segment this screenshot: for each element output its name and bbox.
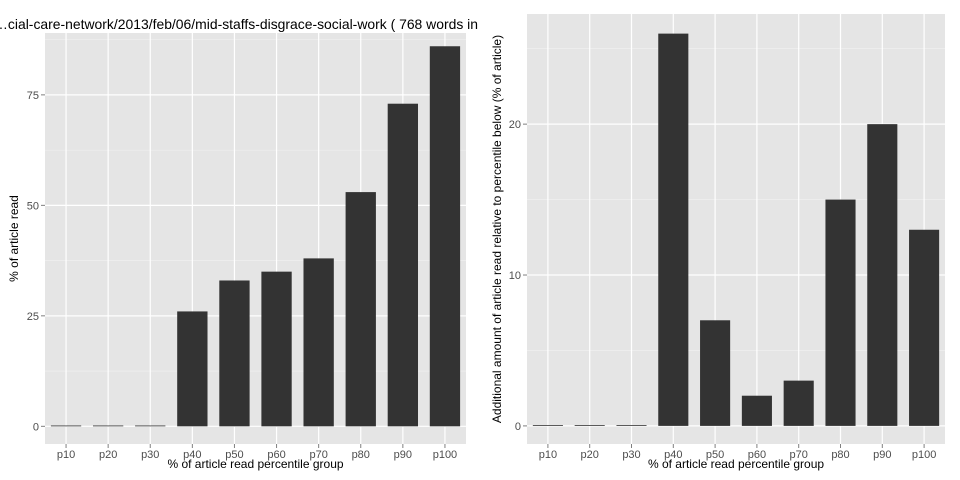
y-tick-label: 75 <box>27 90 39 102</box>
bar-p10 <box>50 425 82 427</box>
x-tick-label: p40 <box>664 449 682 461</box>
chart-panel-2: 0 10 20 p10 p20 p30 p40 p50 p60 p70 p80 p90 p100 % of… <box>490 14 945 471</box>
bar-p100 <box>429 46 461 427</box>
bar-p20 <box>574 425 605 426</box>
bar-p50 <box>700 320 731 426</box>
y-axis-title: Additional amount of article read relati… <box>490 35 504 423</box>
x-tick-label: p10 <box>539 449 557 461</box>
bar-p80 <box>825 199 856 426</box>
bar-p30 <box>135 425 166 427</box>
y-tick-label: 0 <box>515 421 521 433</box>
x-tick-label: p20 <box>581 449 599 461</box>
x-tick-label: p80 <box>352 449 370 461</box>
x-tick-label: p50 <box>225 449 243 461</box>
x-tick-label: p10 <box>57 449 75 461</box>
x-tick-label: p90 <box>394 449 412 461</box>
bar-p70 <box>783 380 814 426</box>
bar-p20 <box>92 425 124 427</box>
y-tick-label: 10 <box>509 270 521 282</box>
bar-p10 <box>532 425 563 426</box>
x-axis-title: % of article read percentile group <box>167 457 343 471</box>
chart-panel-1: 0 25 50 75 p10 p20 p30 p40 p50 p60 p70 p80 p90 p100 % … <box>0 16 478 471</box>
x-tick-label: p30 <box>622 449 640 461</box>
y-tick-label: 50 <box>27 200 39 212</box>
x-tick-label: p60 <box>267 449 285 461</box>
bar-p60 <box>741 395 772 426</box>
x-tick-label: p100 <box>433 449 457 461</box>
bar-p70 <box>303 258 334 427</box>
x-axis-title: % of article read percentile group <box>648 457 824 471</box>
bar-p60 <box>261 271 292 427</box>
bar-p30 <box>616 425 647 426</box>
y-axis-title: % of article read <box>7 195 21 282</box>
bar-p80 <box>345 192 376 427</box>
bar-p40 <box>658 33 689 426</box>
x-tick-label: p60 <box>748 449 766 461</box>
bar-p50 <box>219 280 250 427</box>
x-tick-label: p30 <box>141 449 159 461</box>
x-tick-label: p90 <box>873 449 891 461</box>
x-tick-label: p20 <box>99 449 117 461</box>
bar-p40 <box>177 311 208 427</box>
y-tick-label: 0 <box>33 421 39 433</box>
bar-p100 <box>909 229 940 426</box>
y-tick-label: 25 <box>27 311 39 323</box>
x-tick-label: p70 <box>309 449 327 461</box>
plot-title: …cial-care-network/2013/feb/06/mid-staff… <box>0 16 478 32</box>
x-tick-label: p70 <box>790 449 808 461</box>
x-tick-label: p80 <box>831 449 849 461</box>
x-tick-label: p100 <box>912 449 936 461</box>
bar-p90 <box>387 103 419 427</box>
x-tick-label: p40 <box>183 449 201 461</box>
bar-p90 <box>867 124 898 426</box>
x-tick-label: p50 <box>706 449 724 461</box>
y-tick-label: 20 <box>509 119 521 131</box>
